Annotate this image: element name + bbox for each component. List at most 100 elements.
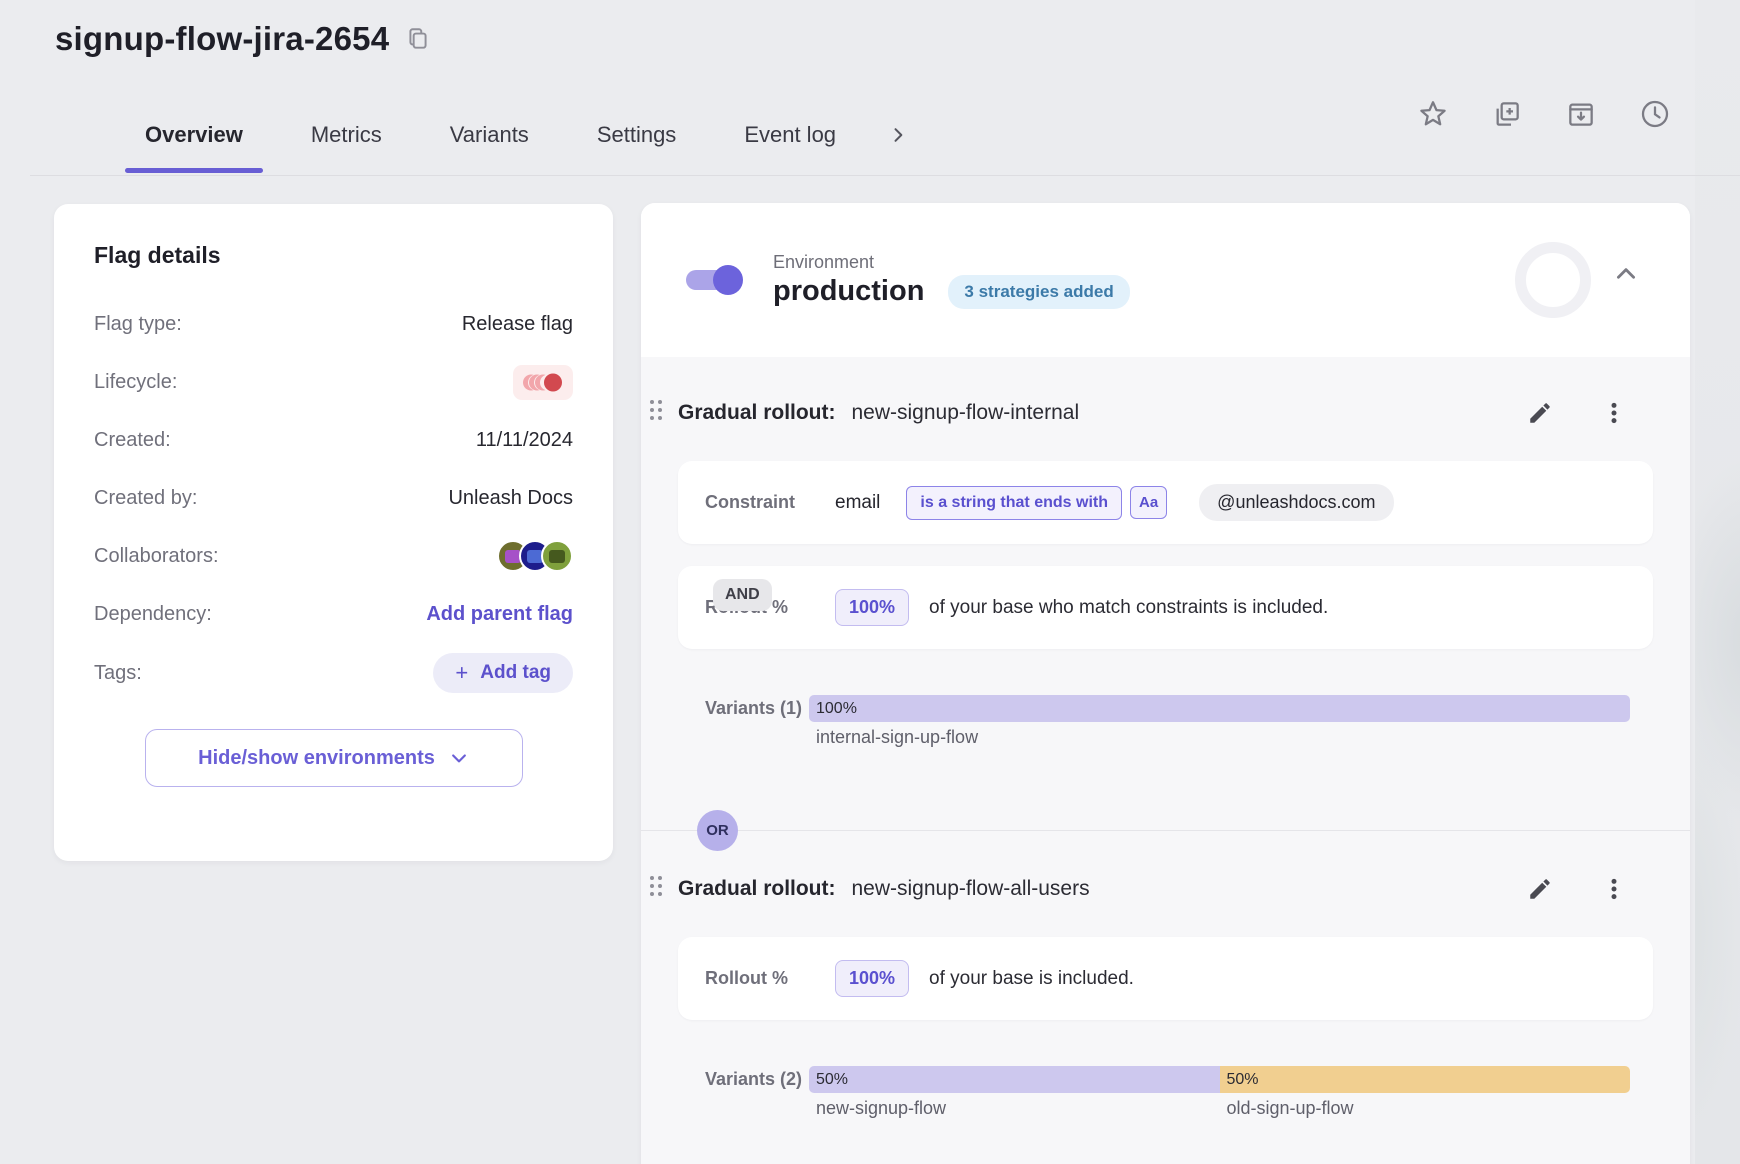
variants-label: Variants (2) — [705, 1069, 803, 1089]
environment-header: Environment production 3 strategies adde… — [641, 203, 1690, 357]
plus-icon: + — [455, 660, 469, 685]
kebab-menu-icon — [1611, 402, 1617, 424]
environment-card: Environment production 3 strategies adde… — [641, 203, 1690, 1164]
strategy-item: Gradual rollout: new-signup-flow-interna… — [650, 395, 1653, 748]
tab-event-log[interactable]: Event log — [724, 95, 856, 175]
tab-variants-label: Variants — [449, 122, 529, 147]
avatar-pattern — [549, 550, 565, 563]
archive-button[interactable] — [1565, 98, 1597, 130]
constraint-label: Constraint — [705, 492, 795, 512]
collaborators-label: Collaborators: — [94, 544, 219, 567]
add-tag-label: Add tag — [480, 662, 551, 683]
created-value: 11/11/2024 — [475, 428, 573, 451]
constraint-value-chip: @unleashdocs.com — [1199, 484, 1394, 521]
variants-row: Variants (2) 50% 50% new-signup-flow old… — [678, 1066, 1653, 1119]
edit-strategy-button[interactable] — [1527, 876, 1553, 902]
flag-type-row: Flag type: Release flag — [94, 305, 573, 343]
copy-name-button[interactable] — [405, 26, 431, 52]
flag-type-label: Flag type: — [94, 312, 182, 335]
metrics-donut — [1515, 242, 1591, 318]
strategy-header: Gradual rollout: new-signup-flow-interna… — [650, 395, 1653, 431]
tags-label: Tags: — [94, 661, 142, 684]
strategy-type-label: Gradual rollout: — [678, 401, 836, 424]
variant-bar: 50% — [809, 1066, 1220, 1093]
strategy-header: Gradual rollout: new-signup-flow-all-use… — [650, 871, 1653, 907]
collapse-environment-button[interactable] — [1613, 261, 1639, 287]
pencil-icon — [1530, 403, 1550, 423]
decorative-background-texture — [1695, 0, 1740, 1164]
environment-toggle[interactable] — [686, 265, 743, 295]
star-icon — [1420, 101, 1446, 126]
variant-percent: 50% — [1226, 1070, 1259, 1088]
variant-percent: 50% — [816, 1070, 849, 1088]
more-tabs-button[interactable] — [888, 125, 908, 145]
tab-bar: Overview Metrics Variants Settings Event… — [125, 95, 908, 175]
variant-percent: 100% — [816, 699, 857, 717]
environment-texts: Environment production 3 strategies adde… — [773, 252, 1130, 309]
drag-handle-icon[interactable] — [650, 400, 662, 420]
chevron-down-icon — [451, 754, 466, 763]
tab-metrics-label: Metrics — [310, 122, 382, 147]
tab-settings[interactable]: Settings — [577, 95, 697, 175]
strategy-name: new-signup-flow-internal — [851, 401, 1080, 424]
strategy-menu-button[interactable] — [1601, 876, 1627, 902]
variant-name: old-sign-up-flow — [1226, 1098, 1354, 1118]
variant-bars: 50% 50% — [809, 1066, 1630, 1093]
pencil-icon — [1530, 879, 1550, 899]
and-conjunction-chip: AND — [713, 579, 772, 611]
rollout-row: Rollout % 100% of your base is included. — [678, 937, 1653, 1020]
add-tag-button[interactable]: + Add tag — [433, 653, 573, 693]
strategy-separator: OR — [641, 810, 1690, 851]
variants-label: Variants (1) — [705, 698, 803, 718]
page-header: signup-flow-jira-2654 — [55, 20, 431, 58]
archive-icon — [1569, 103, 1593, 126]
strategy-menu-button[interactable] — [1601, 400, 1627, 426]
dependency-label: Dependency: — [94, 602, 212, 625]
hide-show-environments-button[interactable]: Hide/show environments — [144, 729, 523, 787]
lifecycle-label: Lifecycle: — [94, 370, 178, 393]
lifecycle-live-icon — [523, 373, 562, 391]
environment-label: Environment — [773, 251, 875, 272]
edit-strategy-button[interactable] — [1527, 400, 1553, 426]
hide-show-environments-label: Hide/show environments — [198, 746, 435, 769]
tab-overview-label: Overview — [145, 122, 243, 147]
strategy-type-label: Gradual rollout: — [678, 877, 836, 900]
favorite-button[interactable] — [1417, 98, 1449, 130]
tab-variants[interactable]: Variants — [430, 95, 549, 175]
page-title: signup-flow-jira-2654 — [55, 20, 390, 57]
variant-name: internal-sign-up-flow — [816, 727, 979, 747]
rollout-percent-chip: 100% — [835, 960, 910, 997]
or-badge: OR — [697, 810, 738, 851]
created-by-value: Unleash Docs — [448, 486, 573, 509]
chevron-right-icon — [894, 128, 903, 142]
header-divider — [30, 175, 1740, 176]
lifecycle-stage-badge[interactable] — [513, 364, 573, 400]
tags-row: Tags: + Add tag — [94, 653, 573, 693]
variant-name: new-signup-flow — [816, 1098, 947, 1118]
copy-flag-button[interactable] — [1491, 98, 1523, 130]
rollout-description: of your base who match constraints is in… — [929, 596, 1329, 618]
lifecycle-row: Lifecycle: — [94, 363, 573, 401]
constraint-operator-chip: is a string that ends with — [906, 485, 1122, 520]
created-by-label: Created by: — [94, 486, 198, 509]
strategy-name: new-signup-flow-all-users — [851, 877, 1090, 900]
rollout-row: Rollout % 100% of your base who match co… — [678, 566, 1653, 649]
tab-overview[interactable]: Overview — [125, 95, 263, 175]
add-parent-flag-button[interactable]: Add parent flag — [426, 602, 573, 625]
constraint-row: Constraint email is a string that ends w… — [678, 461, 1653, 544]
history-button[interactable] — [1639, 98, 1671, 130]
avatar-pattern — [505, 550, 521, 563]
collaborator-avatars[interactable] — [497, 540, 573, 572]
environment-name: production — [773, 275, 925, 307]
tab-event-log-label: Event log — [744, 122, 837, 147]
strategy-list: Gradual rollout: new-signup-flow-interna… — [641, 357, 1690, 1164]
copy-icon — [409, 28, 427, 49]
strategies-count-badge: 3 strategies added — [948, 274, 1130, 309]
case-sensitive-chip: Aa — [1129, 486, 1168, 519]
dependency-row: Dependency: Add parent flag — [94, 595, 573, 633]
drag-handle-icon[interactable] — [650, 876, 662, 896]
collaborators-row: Collaborators: — [94, 537, 573, 575]
tab-metrics[interactable]: Metrics — [291, 95, 402, 175]
copy-plus-icon — [1496, 102, 1519, 126]
tab-settings-label: Settings — [596, 122, 677, 147]
